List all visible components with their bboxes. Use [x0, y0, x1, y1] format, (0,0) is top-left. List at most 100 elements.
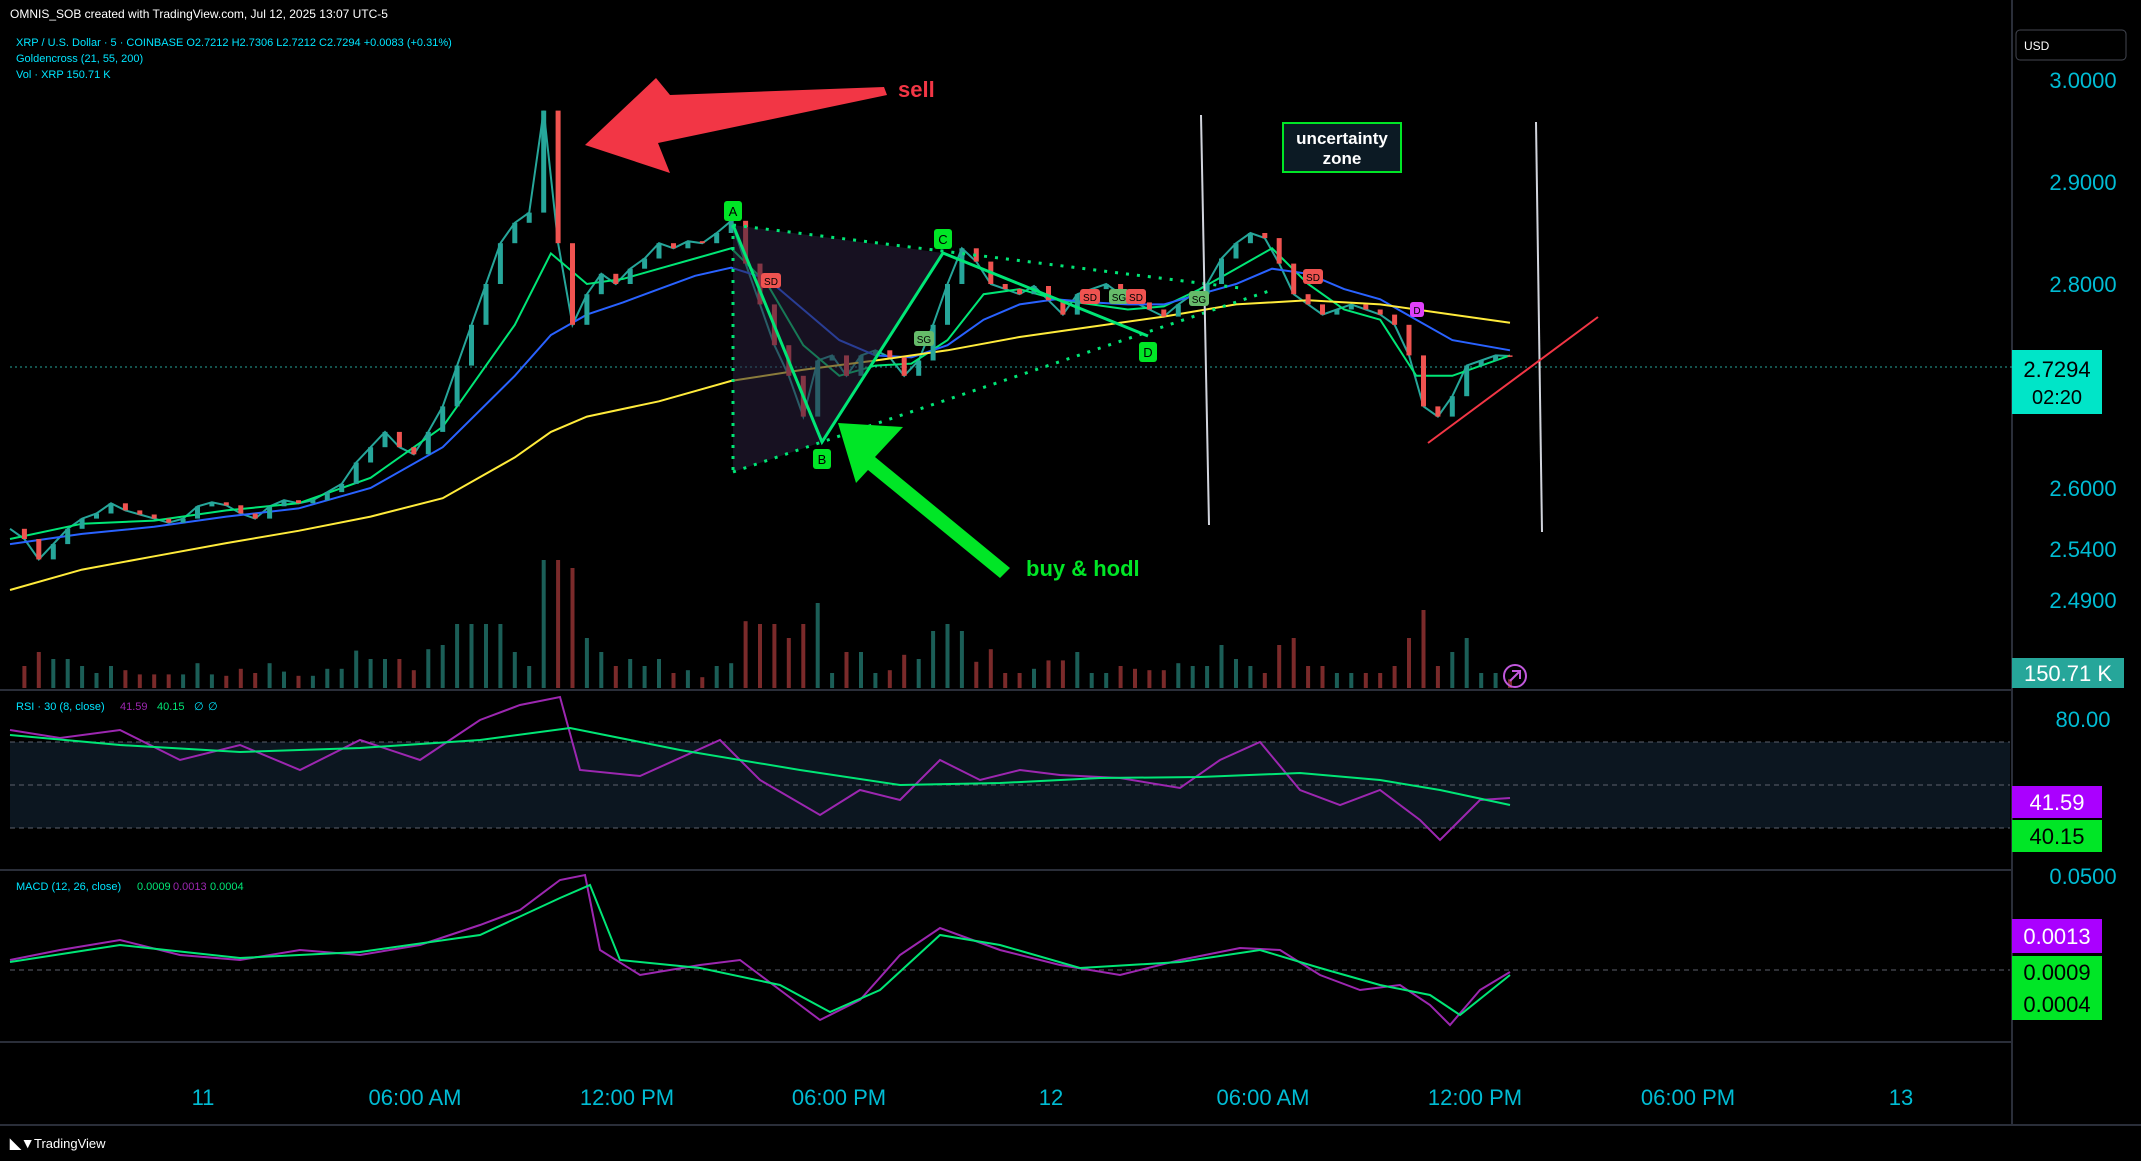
triangle-upper-line: [732, 223, 1241, 290]
signal-sg-marker: SG: [1189, 291, 1209, 306]
candle: [1305, 294, 1311, 305]
tradingview-logo[interactable]: ◣▼ TradingView: [9, 1135, 106, 1151]
volume-bar: [1349, 673, 1354, 688]
signal-sd-marker: SD: [761, 273, 781, 288]
volume-bar: [238, 668, 243, 688]
volume-bar: [253, 673, 258, 688]
volume-bar: [36, 652, 41, 688]
svg-text:◣▼: ◣▼: [9, 1135, 35, 1151]
volume-bar: [339, 668, 344, 688]
uncertainty-left-line[interactable]: [1200, 114, 1210, 526]
replay-icon[interactable]: [1503, 664, 1527, 688]
candle: [368, 447, 374, 463]
candle: [353, 462, 359, 484]
pattern-label-a[interactable]: A: [724, 201, 742, 221]
volume-bar: [1046, 660, 1051, 688]
volume-legend[interactable]: Vol · XRP 150.71 K: [16, 69, 111, 81]
volume-bar: [729, 663, 734, 688]
macd-legend[interactable]: MACD (12, 26, close): [16, 881, 121, 893]
volume-bar: [945, 624, 950, 688]
volume-bar: [224, 675, 229, 688]
volume-bar: [642, 666, 647, 688]
candle: [1175, 304, 1181, 317]
volume-bar: [109, 666, 113, 688]
volume-bar: [1306, 666, 1311, 688]
candle: [1334, 309, 1340, 315]
svg-text:40.15: 40.15: [2029, 824, 2084, 849]
uncertainty-right-line[interactable]: [1535, 121, 1543, 533]
volume-bar: [570, 568, 575, 688]
candle: [425, 431, 431, 455]
pattern-label-c[interactable]: C: [934, 229, 952, 249]
sell-label[interactable]: sell: [898, 77, 935, 102]
volume-bar: [959, 631, 964, 688]
volume-bar: [296, 675, 301, 688]
volume-bar: [714, 666, 719, 688]
time-tick-label: 06:00 AM: [1217, 1085, 1310, 1110]
sell-arrow[interactable]: [585, 78, 887, 173]
volume-bar: [195, 663, 200, 688]
svg-text:0.0013: 0.0013: [2023, 924, 2090, 949]
volume-bar: [51, 659, 56, 688]
candle: [1377, 309, 1383, 315]
volume-bar: [1176, 663, 1181, 688]
candle: [267, 506, 273, 519]
candle: [1060, 300, 1066, 315]
volume-bar: [368, 659, 373, 688]
volume-bar: [152, 674, 157, 688]
candle: [1262, 233, 1268, 239]
candle: [627, 268, 633, 284]
candle: [1291, 263, 1297, 295]
volume-bar: [584, 638, 589, 688]
rsi-legend-ma-value: 40.15: [157, 701, 185, 713]
candle: [945, 284, 950, 325]
svg-text:SD: SD: [1129, 293, 1143, 304]
signal-d-marker: D: [1410, 302, 1424, 317]
candle: [1103, 284, 1109, 290]
volume-badge: 150.71 K: [2012, 658, 2124, 688]
price-axis[interactable]: 3.0000 2.9000 2.8000 2.6000 2.5400 2.4900: [2049, 68, 2116, 613]
candle: [339, 483, 345, 493]
time-tick-label: 06:00 PM: [1641, 1085, 1735, 1110]
goldencross-legend[interactable]: Goldencross (21, 55, 200): [16, 53, 143, 65]
price-badge-value: 2.7294: [2023, 357, 2090, 382]
price-tick-label: 2.6000: [2049, 476, 2116, 501]
volume-bar: [541, 560, 546, 688]
pattern-label-d[interactable]: D: [1139, 342, 1157, 362]
symbol-legend[interactable]: XRP / U.S. Dollar · 5 · COINBASE O2.7212…: [16, 37, 452, 49]
volume-bar: [1291, 638, 1296, 688]
time-tick-label: 06:00 AM: [369, 1085, 462, 1110]
volume-bar: [873, 673, 878, 688]
buy-arrow[interactable]: [838, 423, 1010, 578]
macd-axis-label: 0.0500: [2049, 864, 2116, 889]
volume-bar: [1277, 645, 1282, 688]
volume-bar: [455, 624, 460, 688]
volume-bar: [1060, 660, 1065, 688]
uncertainty-zone-box[interactable]: uncertainty zone: [1282, 122, 1402, 173]
svg-text:B: B: [818, 452, 827, 467]
triangle-pattern[interactable]: [731, 223, 1273, 474]
candle: [1363, 304, 1369, 310]
support-trend-line[interactable]: [1427, 316, 1599, 444]
price-badge: 2.7294 02:20: [2012, 350, 2102, 414]
time-axis[interactable]: 11 06:00 AM 12:00 PM 06:00 PM 12 06:00 AM 12:0…: [192, 1085, 1914, 1110]
volume-bar: [383, 659, 387, 688]
svg-text:SG: SG: [1112, 293, 1127, 304]
volume-bar: [859, 652, 863, 688]
candle: [209, 502, 215, 507]
price-tick-label: 2.9000: [2049, 170, 2116, 195]
candle: [1406, 324, 1412, 356]
rsi-badge: 41.59: [2012, 786, 2102, 818]
pattern-label-b[interactable]: B: [813, 449, 831, 469]
candle: [1074, 294, 1080, 315]
currency-button[interactable]: USD: [2015, 29, 2127, 61]
volume-bar: [166, 674, 171, 688]
volume-bar: [916, 659, 921, 688]
rsi-legend[interactable]: RSI · 30 (8, close): [16, 701, 105, 713]
volume-bar: [613, 666, 618, 688]
buy-hodl-label[interactable]: buy & hodl: [1026, 556, 1140, 581]
volume-bar: [758, 624, 762, 688]
volume-bar: [772, 624, 777, 688]
volume-bar: [426, 649, 431, 688]
